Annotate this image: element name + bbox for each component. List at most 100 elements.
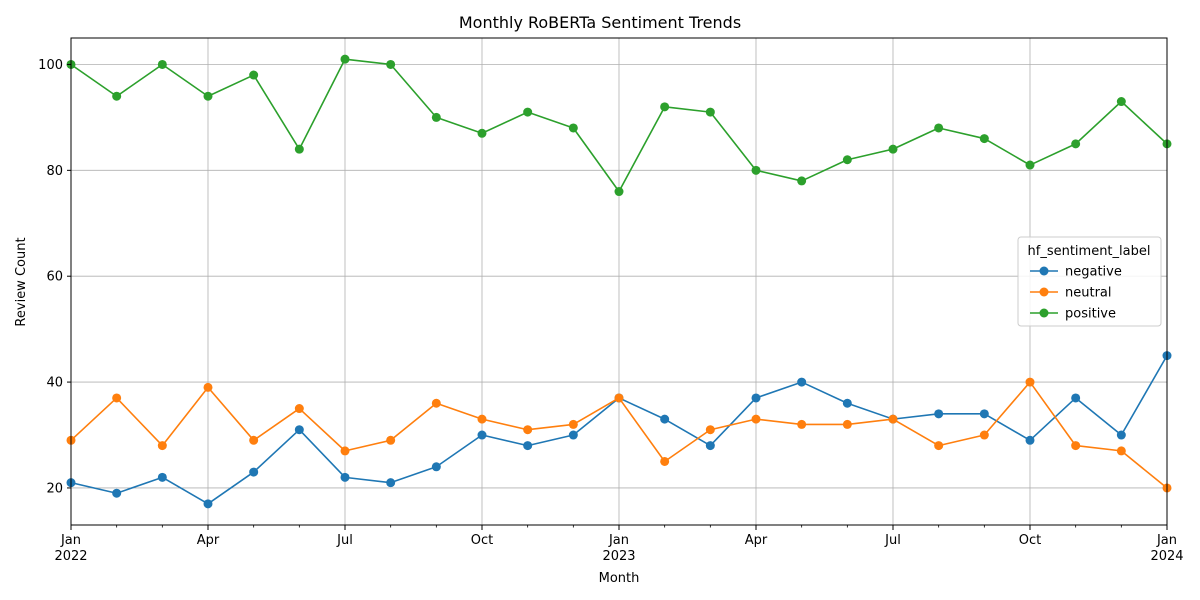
legend-entries: negative neutral positive (1030, 265, 1122, 322)
data-point-negative (1025, 435, 1035, 445)
x-tick-label: Jul (884, 533, 901, 548)
legend-label-negative: negative (1065, 265, 1122, 280)
y-axis: 20 40 60 80 100 (38, 58, 71, 496)
y-axis-label: Review Count (14, 237, 29, 326)
data-point-negative (705, 441, 715, 451)
y-tick-label: 60 (46, 270, 63, 285)
data-point-neutral (1116, 446, 1126, 456)
data-point-positive (751, 165, 761, 175)
data-point-neutral (568, 419, 578, 429)
legend-marker-neutral (1039, 287, 1049, 297)
y-tick-label: 40 (46, 376, 63, 391)
data-point-neutral (294, 404, 304, 414)
data-point-negative (979, 409, 989, 419)
legend-box (1017, 236, 1162, 327)
data-point-negative (157, 472, 167, 482)
x-tick-year-label: 2023 (602, 549, 635, 564)
data-point-positive (797, 176, 807, 186)
data-point-negative (523, 441, 533, 451)
data-point-neutral (660, 456, 670, 466)
data-point-neutral (249, 435, 259, 445)
data-point-negative (203, 499, 213, 509)
data-point-negative (431, 462, 441, 472)
data-point-neutral (705, 425, 715, 435)
data-point-negative (477, 430, 487, 440)
x-tick-label: Apr (197, 533, 220, 548)
data-point-positive (294, 144, 304, 154)
data-point-positive (203, 91, 213, 101)
data-point-neutral (523, 425, 533, 435)
data-point-positive (934, 123, 944, 133)
data-point-positive (705, 107, 715, 117)
grid (70, 38, 1168, 525)
x-tick-year-label: 2024 (1150, 549, 1183, 564)
legend: hf_sentiment_label negative neutral positi… (1017, 236, 1162, 327)
data-point-positive (888, 144, 898, 154)
data-point-negative (294, 425, 304, 435)
data-point-negative (797, 377, 807, 387)
y-tick-label: 100 (38, 58, 63, 73)
x-tick-label: Jan (608, 533, 629, 548)
x-tick-label: Apr (745, 533, 768, 548)
x-tick-label: Jan (1156, 533, 1177, 548)
data-point-positive (112, 91, 122, 101)
data-point-neutral (979, 430, 989, 440)
y-tick-label: 80 (46, 164, 63, 179)
legend-marker-positive (1039, 308, 1049, 318)
data-point-positive (157, 59, 167, 69)
data-point-negative (751, 393, 761, 403)
data-point-negative (386, 478, 396, 488)
data-point-positive (660, 102, 670, 112)
data-point-positive (340, 54, 350, 64)
data-point-neutral (1025, 377, 1035, 387)
x-axis-label: Month (599, 571, 640, 586)
data-point-neutral (614, 393, 624, 403)
data-point-neutral (112, 393, 122, 403)
data-point-positive (477, 128, 487, 138)
data-point-neutral (842, 419, 852, 429)
legend-title: hf_sentiment_label (1028, 244, 1151, 259)
data-point-positive (842, 155, 852, 165)
data-point-positive (614, 187, 624, 197)
data-point-neutral (934, 441, 944, 451)
legend-marker-negative (1039, 266, 1049, 276)
data-point-neutral (1071, 441, 1081, 451)
legend-entry-negative: negative (1030, 265, 1122, 280)
data-point-negative (1116, 430, 1126, 440)
data-point-negative (249, 467, 259, 477)
data-point-negative (1071, 393, 1081, 403)
data-point-positive (1025, 160, 1035, 170)
legend-entry-neutral: neutral (1030, 286, 1112, 301)
data-point-neutral (431, 398, 441, 408)
data-point-negative (112, 488, 122, 498)
data-point-neutral (386, 435, 396, 445)
data-point-negative (340, 472, 350, 482)
data-point-neutral (751, 414, 761, 424)
chart-title: Monthly RoBERTa Sentiment Trends (459, 13, 741, 32)
x-tick-label: Oct (1019, 533, 1041, 548)
data-point-positive (523, 107, 533, 117)
x-tick-label: Jan (60, 533, 81, 548)
data-point-positive (568, 123, 578, 133)
data-point-positive (431, 112, 441, 122)
data-point-neutral (157, 441, 167, 451)
data-point-negative (934, 409, 944, 419)
data-point-positive (386, 59, 396, 69)
series-neutral (66, 377, 1172, 493)
data-point-positive (249, 70, 259, 80)
series-layer (66, 54, 1172, 509)
legend-label-positive: positive (1065, 307, 1116, 322)
data-point-positive (1071, 139, 1081, 149)
data-point-neutral (888, 414, 898, 424)
x-tick-year-label: 2022 (54, 549, 87, 564)
data-point-neutral (203, 382, 213, 392)
legend-entry-positive: positive (1030, 307, 1116, 322)
y-tick-label: 20 (46, 481, 63, 496)
data-point-neutral (340, 446, 350, 456)
data-point-negative (842, 398, 852, 408)
data-point-negative (660, 414, 670, 424)
data-point-positive (979, 134, 989, 144)
legend-label-neutral: neutral (1065, 286, 1112, 301)
